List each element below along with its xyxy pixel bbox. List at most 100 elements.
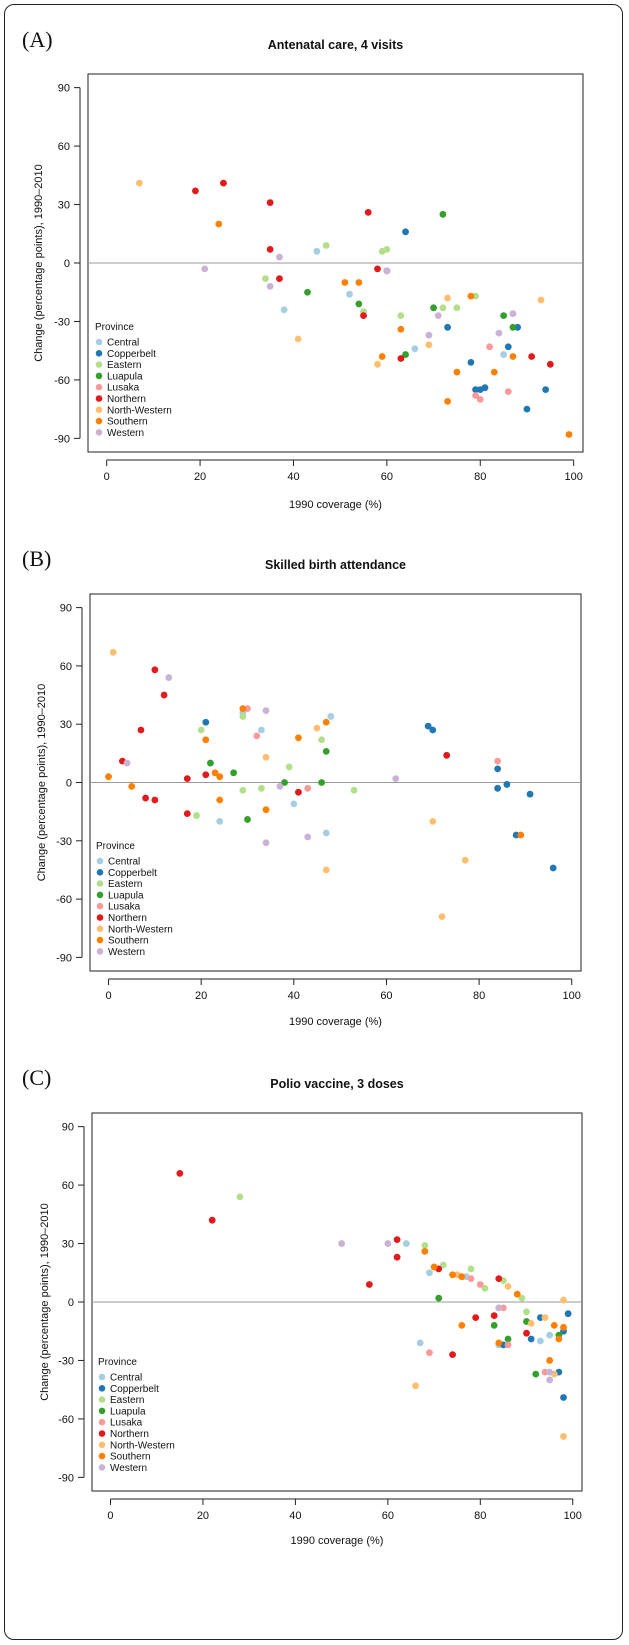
legend-label: Northern	[108, 913, 147, 924]
data-point-lusaka	[504, 1341, 512, 1349]
data-point-western	[276, 253, 283, 261]
data-point-copperbelt	[429, 726, 437, 734]
data-point-northern	[295, 788, 302, 796]
data-point-northern	[266, 245, 274, 253]
data-point-central	[402, 1240, 410, 1247]
data-point-central	[257, 726, 265, 734]
data-point-western	[434, 312, 442, 320]
data-point-southern	[202, 736, 210, 744]
data-point-western	[384, 1240, 392, 1247]
x-tick-label: 60	[382, 1510, 394, 1522]
legend-marker	[95, 406, 103, 414]
data-point-western	[495, 329, 503, 337]
y-tick-label: -90	[58, 1472, 74, 1484]
data-point-southern	[550, 1321, 558, 1329]
legend-marker	[98, 1464, 106, 1471]
data-point-western	[392, 775, 400, 783]
y-tick-label: 90	[60, 603, 72, 615]
data-point-eastern	[397, 312, 405, 320]
data-point-luapula	[322, 748, 330, 755]
data-point-lusaka	[486, 343, 494, 351]
data-point-lusaka	[467, 1275, 475, 1283]
legend-label: Eastern	[110, 1395, 144, 1406]
data-point-north-western	[444, 294, 451, 302]
data-point-lusaka	[504, 388, 512, 395]
data-point-copperbelt	[526, 790, 534, 798]
y-tick-label: -30	[54, 316, 70, 328]
data-point-western	[383, 267, 391, 275]
legend-label: Eastern	[107, 360, 141, 371]
x-tick-label: 0	[105, 990, 111, 1002]
data-point-southern	[430, 1263, 438, 1271]
data-point-lusaka	[304, 784, 312, 792]
data-point-southern	[262, 806, 270, 814]
data-point-eastern	[350, 786, 358, 794]
legend-marker	[95, 429, 103, 436]
data-point-southern	[216, 796, 224, 804]
data-point-copperbelt	[514, 323, 522, 331]
data-point-copperbelt	[494, 765, 502, 773]
legend-marker	[96, 914, 104, 921]
legend-label: Luapula	[108, 890, 144, 901]
x-tick-label: 80	[474, 1510, 486, 1522]
x-axis: 0 20 40 60 80 100 1990 coverage (%)	[104, 459, 583, 511]
data-point-southern	[560, 1323, 567, 1331]
legend-marker	[96, 902, 104, 910]
legend-label: Eastern	[108, 879, 142, 890]
legend-title: Province	[95, 322, 134, 333]
y-axis-label: Change (percentage points), 1990–2010	[39, 1203, 51, 1401]
data-point-southern	[458, 1321, 466, 1329]
data-point-central	[500, 351, 508, 358]
data-point-north-western	[412, 1382, 419, 1390]
data-point-northern	[137, 726, 145, 734]
data-point-north-western	[135, 179, 143, 187]
x-tick-label: 0	[107, 1510, 113, 1522]
data-point-copperbelt	[444, 323, 451, 331]
data-point-north-western	[109, 648, 117, 656]
data-point-southern	[421, 1247, 429, 1255]
y-tick-label: 90	[58, 83, 70, 95]
data-point-northern	[276, 275, 283, 282]
data-point-luapula	[490, 1321, 498, 1329]
data-point-western	[276, 782, 284, 790]
legend-marker	[96, 936, 104, 944]
legend-label: Western	[108, 947, 145, 958]
data-point-north-western	[429, 817, 437, 825]
data-point-luapula	[439, 210, 447, 218]
data-point-southern	[565, 431, 573, 438]
data-point-western	[262, 707, 270, 714]
data-point-southern	[322, 718, 330, 726]
data-point-luapula	[430, 304, 437, 312]
data-point-copperbelt	[503, 781, 511, 788]
legend-label: Northern	[107, 394, 146, 405]
y-tick-label: -30	[56, 836, 72, 848]
data-point-central	[416, 1339, 424, 1347]
x-tick-label: 80	[473, 990, 485, 1002]
data-point-northern	[183, 775, 191, 783]
y-tick-label: 30	[60, 719, 72, 731]
y-tick-label: -90	[56, 952, 72, 964]
panel-letter: (C)	[22, 1065, 51, 1090]
data-point-copperbelt	[472, 386, 479, 394]
data-point-southern	[378, 353, 386, 360]
data-point-copperbelt	[542, 386, 550, 394]
data-point-central	[280, 306, 288, 314]
legend-title: Province	[98, 1357, 137, 1368]
data-point-luapula	[244, 816, 251, 823]
y-tick-label: 60	[60, 661, 72, 673]
data-point-northern	[151, 666, 159, 674]
data-point-luapula	[532, 1370, 540, 1378]
x-tick-label: 100	[564, 471, 582, 483]
data-point-northern	[374, 265, 381, 273]
legend-label: Copperbelt	[108, 868, 157, 879]
data-point-northern	[393, 1253, 401, 1261]
legend-marker	[96, 869, 104, 876]
y-tick-label: -30	[58, 1355, 74, 1367]
data-point-north-western	[560, 1433, 567, 1440]
data-point-eastern	[318, 736, 326, 744]
legend-label: Central	[108, 857, 140, 868]
legend-label: Northern	[110, 1429, 149, 1440]
x-tick-label: 100	[564, 1510, 582, 1522]
data-point-copperbelt	[504, 343, 512, 351]
data-point-southern	[211, 769, 219, 777]
